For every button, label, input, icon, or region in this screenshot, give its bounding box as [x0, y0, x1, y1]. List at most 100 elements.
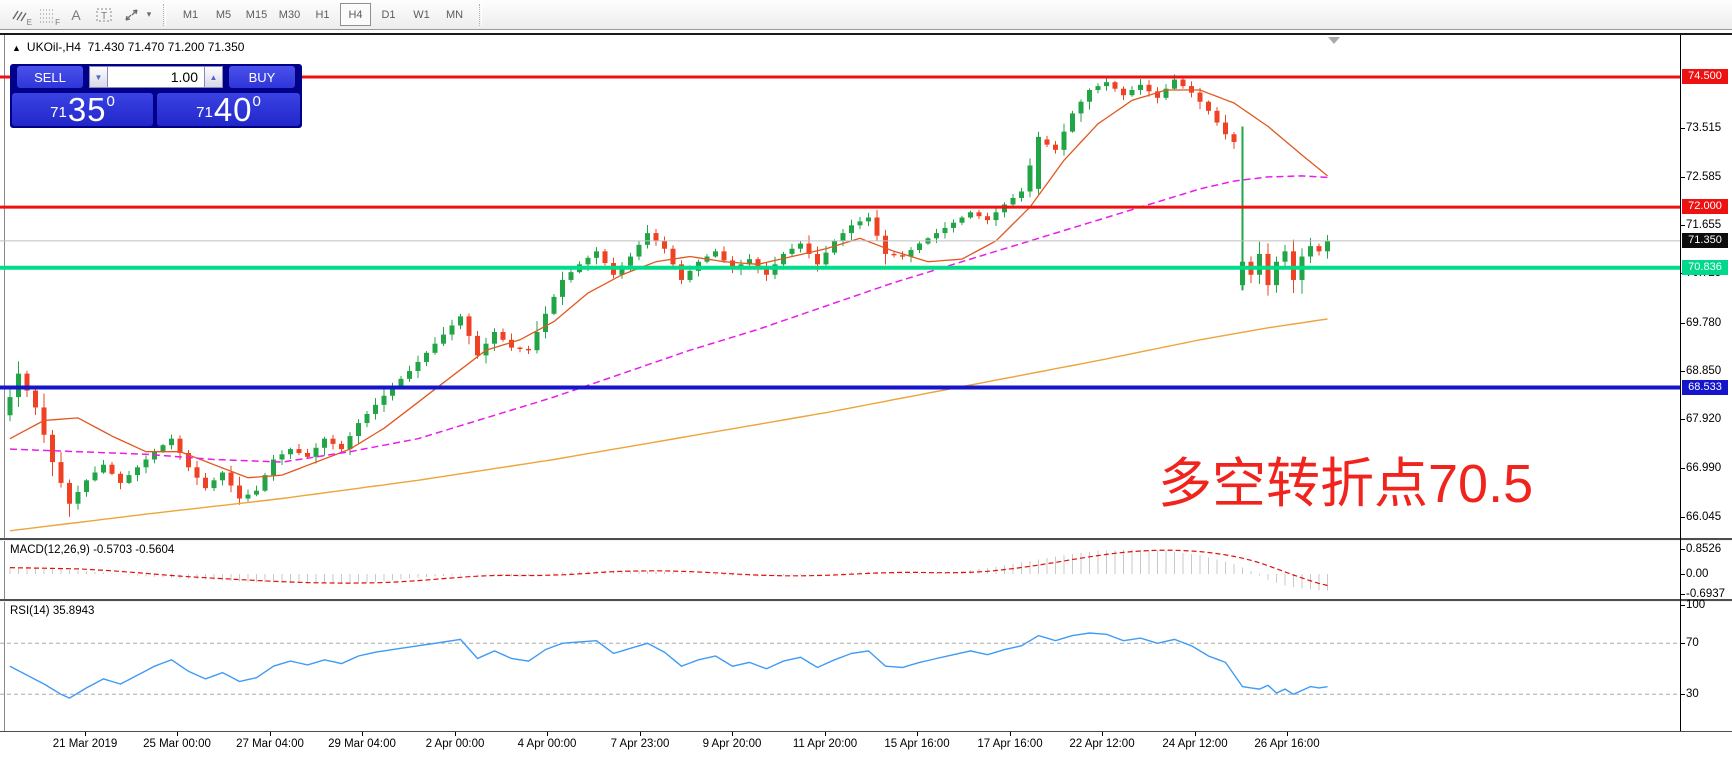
macd-tick-label: -0.6937 [1686, 588, 1726, 601]
time-label: 29 Mar 04:00 [328, 738, 396, 750]
arrows-dropdown-caret[interactable]: ▾ [146, 9, 152, 19]
timeframe-button-m1[interactable]: M1 [182, 8, 199, 21]
time-label: 27 Mar 04:00 [236, 738, 304, 750]
panel-separator[interactable] [0, 538, 1732, 541]
time-label: 26 Apr 16:00 [1254, 738, 1320, 750]
price-tick-label: 73.515 [1686, 122, 1722, 135]
time-label: 7 Apr 23:00 [610, 738, 670, 750]
time-tick-mark [1010, 732, 1011, 736]
time-label: 15 Apr 16:00 [884, 738, 950, 750]
time-label: 24 Apr 12:00 [1162, 738, 1228, 750]
arrows-tool-icon[interactable] [118, 3, 146, 27]
price-badge-72.000: 72.000 [1682, 199, 1728, 215]
window-left-border [4, 35, 5, 731]
volume-up-button[interactable]: ▲ [204, 66, 223, 88]
macd-label: MACD(12,26,9) -0.5703 -0.5604 [10, 544, 175, 556]
axis-tick-mark [1680, 605, 1685, 606]
macd-panel[interactable] [0, 541, 1680, 598]
axis-tick-mark [1680, 467, 1685, 469]
timeframe-button-w1[interactable]: W1 [413, 8, 430, 21]
panel-separator[interactable] [0, 599, 1732, 602]
time-label: 2 Apr 00:00 [425, 738, 485, 750]
price-tick-label: 69.780 [1686, 316, 1722, 329]
price-badge-68.533: 68.533 [1682, 379, 1728, 395]
timeframe-bar: M1 M5 M15 M30 H1 H4 D1 W1 MN [174, 3, 471, 26]
time-label: 22 Apr 12:00 [1069, 738, 1135, 750]
time-tick-mark [640, 732, 641, 736]
price-tick-label: 72.585 [1686, 170, 1722, 183]
time-tick-mark [1102, 732, 1103, 736]
time-label: 4 Apr 00:00 [517, 738, 577, 750]
timeframe-button-m15[interactable]: M15 [245, 8, 268, 21]
axis-tick-mark [1680, 549, 1685, 551]
axis-tick-mark [1680, 643, 1685, 645]
axis-tick-mark [1680, 516, 1685, 518]
sell-button[interactable]: SELL [17, 66, 83, 88]
time-label: 11 Apr 20:00 [792, 738, 858, 750]
symbol-info: ▲ UKOil-,H4 71.430 71.470 71.200 71.350 [12, 40, 244, 54]
rsi-tick-label: 30 [1686, 688, 1699, 701]
draw-tool-e-icon[interactable]: E [6, 3, 34, 27]
timeframe-button-m30[interactable]: M30 [278, 8, 301, 21]
price-axis-border [1680, 35, 1681, 731]
svg-text:T: T [101, 11, 107, 22]
timeframe-button-m5[interactable]: M5 [215, 8, 232, 21]
time-axis[interactable]: 21 Mar 2019 25 Mar 00:00 27 Mar 04:00 29 Ma… [0, 732, 1732, 758]
price-tick-label: 71.655 [1686, 219, 1722, 232]
rsi-panel[interactable] [0, 602, 1680, 731]
price-badge-70.836: 70.836 [1682, 259, 1728, 275]
slow-ma-line [9, 318, 1328, 532]
price-tick-label: 68.850 [1686, 365, 1722, 378]
axis-tick-mark [1680, 128, 1685, 130]
time-label: 9 Apr 20:00 [702, 738, 762, 750]
grid-tool-f-icon[interactable]: F [40, 9, 60, 27]
chart-shift-marker-icon[interactable] [1328, 37, 1340, 44]
toolbar: E F A T ▾ M1 M5 M15 M30 H1 H4 D1 W1 MN [0, 0, 1732, 30]
macd-tick-label: 0.00 [1686, 568, 1709, 580]
timeframe-button-d1[interactable]: D1 [381, 8, 396, 21]
textbox-tool-icon[interactable]: T [90, 3, 118, 27]
price-badge-71.350: 71.350 [1682, 232, 1728, 248]
symbol-ohlc: 71.430 71.470 71.200 71.350 [87, 40, 245, 54]
one-click-trading-widget: SELL ▼ 1.00 ▲ BUY 71 35 0 71 40 0 [10, 64, 302, 128]
time-tick-mark [547, 732, 548, 736]
time-tick-mark [270, 732, 271, 736]
volume-input[interactable]: 1.00 [108, 66, 204, 88]
macd-tick-label: 0.8526 [1686, 543, 1722, 556]
time-tick-mark [1195, 732, 1196, 736]
axis-tick-mark [1680, 322, 1685, 324]
window-top-border [0, 33, 1732, 35]
price-tick-label: 66.990 [1686, 461, 1722, 474]
buy-button[interactable]: BUY [229, 66, 295, 88]
buy-price-display[interactable]: 71 40 0 [157, 93, 300, 126]
axis-tick-mark [1680, 176, 1685, 178]
rsi-tick-label: 70 [1686, 637, 1699, 650]
time-label: 25 Mar 00:00 [143, 738, 211, 750]
timeframe-button-h4[interactable]: H4 [340, 3, 371, 26]
axis-tick-mark [1680, 594, 1685, 596]
text-label-tool-icon[interactable]: A [71, 6, 81, 23]
collapse-triangle-icon[interactable]: ▲ [12, 43, 21, 53]
rsi-tick-label: 100 [1686, 599, 1706, 611]
axis-tick-mark [1680, 371, 1685, 373]
timeframe-button-mn[interactable]: MN [445, 8, 464, 21]
time-tick-mark [362, 732, 363, 736]
timeframe-button-h1[interactable]: H1 [315, 8, 330, 21]
sell-price-display[interactable]: 71 35 0 [12, 93, 153, 126]
time-tick-mark [825, 732, 826, 736]
time-label: 17 Apr 16:00 [977, 738, 1043, 750]
price-badge-74.500: 74.500 [1682, 69, 1728, 84]
volume-down-button[interactable]: ▼ [89, 66, 108, 88]
rsi-label: RSI(14) 35.8943 [10, 605, 95, 617]
time-tick-mark [732, 732, 733, 736]
axis-tick-mark [1680, 225, 1685, 227]
chart-window: 73.51572.58571.65570.72569.78068.85067.9… [0, 31, 1732, 758]
price-tick-label: 66.045 [1686, 510, 1722, 523]
toolbar-separator-2 [479, 3, 482, 26]
volume-stepper: ▼ 1.00 ▲ [89, 66, 223, 88]
time-tick-mark [177, 732, 178, 736]
main-chart[interactable] [0, 35, 1680, 538]
time-tick-mark [455, 732, 456, 736]
mid-ma-line [9, 175, 1328, 463]
